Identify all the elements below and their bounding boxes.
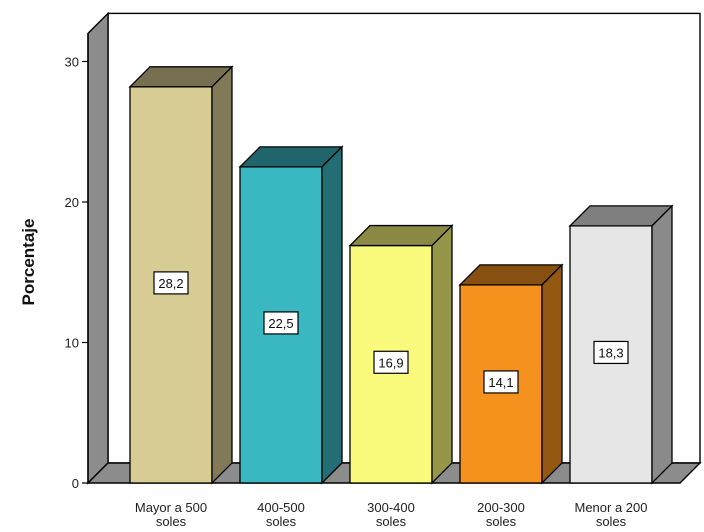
x-tick-label-line: 400-500	[257, 500, 305, 515]
data-label-box	[593, 340, 629, 365]
x-tick-label-line: soles	[156, 514, 187, 529]
x-tick-label: Menor a 200 soles	[575, 500, 648, 529]
x-tick-label-line: Menor a 200	[575, 500, 648, 515]
x-tick-label: 200-300 soles	[477, 500, 525, 529]
x-tick-label-line: soles	[266, 514, 297, 529]
data-label: 28,2	[158, 276, 183, 291]
x-tick-label-line: soles	[486, 514, 517, 529]
data-label-box	[373, 350, 409, 374]
y-tick-label: 0	[72, 476, 79, 491]
x-tick-label: 400-500 soles	[257, 500, 305, 529]
data-label-box	[483, 370, 519, 394]
bar: 28,2	[128, 65, 234, 485]
y-axis-title: Porcentaje	[19, 219, 38, 306]
y-tick-label: 20	[65, 195, 79, 210]
x-tick-label: 300-400 soles	[367, 500, 415, 529]
x-tick-label: Mayor a 500 soles	[135, 500, 207, 529]
bars: 28,2 22,5 16,9 14,1 18,3	[128, 65, 674, 485]
data-label-box	[153, 271, 189, 295]
y-tick-label: 10	[65, 336, 79, 351]
bar: 16,9	[348, 223, 454, 485]
bar: 14,1	[458, 263, 564, 485]
data-label: 14,1	[488, 375, 513, 390]
data-label: 22,5	[268, 316, 293, 331]
x-tick-label-line: Mayor a 500	[135, 500, 207, 515]
data-label-box	[263, 311, 299, 335]
left-wall	[87, 11, 109, 485]
bar: 22,5	[238, 145, 344, 485]
bar-side	[541, 263, 563, 485]
y-axis: 0 10 20 30	[65, 33, 89, 491]
x-tick-label-line: soles	[376, 514, 407, 529]
x-tick-label-line: 200-300	[477, 500, 525, 515]
x-tick-label-line: soles	[596, 514, 627, 529]
bar: 18,3	[568, 204, 674, 485]
bar-side	[211, 65, 233, 485]
y-tick-label: 30	[65, 55, 79, 70]
data-label: 18,3	[598, 345, 623, 360]
bar-side	[651, 204, 673, 485]
x-tick-label-line: 300-400	[367, 500, 415, 515]
bar-side	[321, 145, 343, 485]
data-label: 16,9	[378, 355, 403, 370]
bar-side	[431, 223, 453, 485]
